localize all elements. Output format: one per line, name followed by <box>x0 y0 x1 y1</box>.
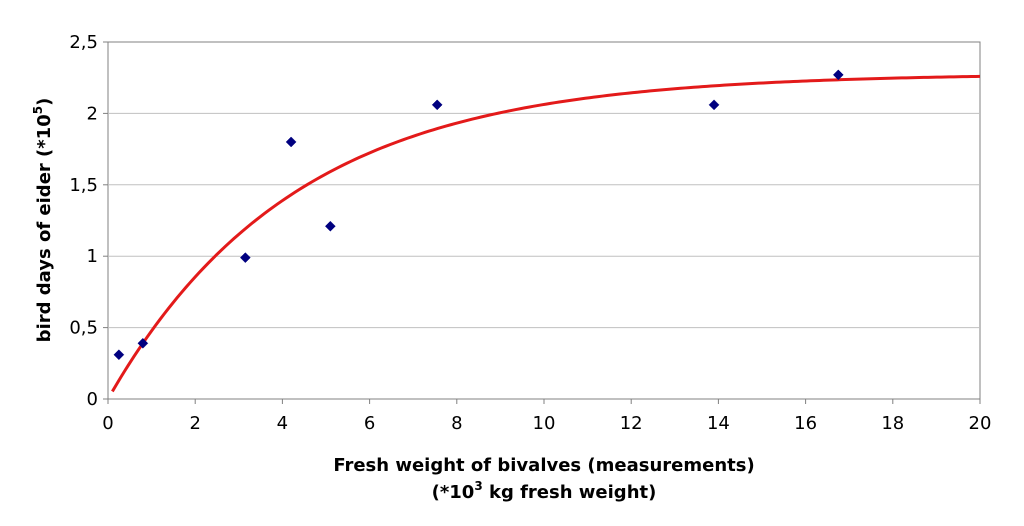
x-tick-label-1: 2 <box>189 413 200 434</box>
x-tick-label-4: 8 <box>451 413 462 434</box>
y-tick-label-0: 0 <box>87 389 98 410</box>
data-point-2 <box>239 252 251 263</box>
data-point-4 <box>325 220 336 232</box>
y-axis-ticks: 0 0,5 1 1,5 2 2,5 <box>69 32 108 410</box>
x-tick-label-3: 6 <box>364 413 375 434</box>
x-axis-title-line2-suffix: kg fresh weight) <box>483 482 657 503</box>
data-point-5 <box>431 99 443 111</box>
x-tick-label-7: 14 <box>707 413 730 434</box>
fitted-curve <box>111 74 981 393</box>
scatter-points <box>113 69 844 361</box>
data-point-7 <box>832 69 844 81</box>
data-point-6 <box>708 99 720 111</box>
y-axis-title: bird days of eider (*105) <box>31 98 55 343</box>
plot-area <box>107 41 981 400</box>
x-axis-title-line2-prefix: (*10 <box>432 482 475 503</box>
y-tick-label-1: 0,5 <box>69 318 98 339</box>
x-tick-label-10: 20 <box>969 413 992 434</box>
y-axis-title-suffix: ) <box>34 98 55 106</box>
y-axis-title-sup: 5 <box>31 106 45 114</box>
y-tick-label-3: 1,5 <box>69 175 98 196</box>
x-axis-title: Fresh weight of bivalves (measurements) <box>333 455 754 476</box>
x-tick-label-6: 12 <box>620 413 643 434</box>
x-axis-ticks: 0 2 4 6 8 10 12 14 16 18 20 <box>102 399 991 434</box>
fit-line-1 <box>111 74 981 393</box>
y-tick-label-5: 2,5 <box>69 32 98 53</box>
y-axis-title-prefix: bird days of eider (*10 <box>34 114 55 342</box>
x-tick-label-5: 10 <box>533 413 556 434</box>
x-tick-label-9: 18 <box>881 413 904 434</box>
grid-lines <box>108 112 980 329</box>
data-point-1 <box>137 337 149 349</box>
x-axis-title-line2: (*103 kg fresh weight) <box>432 479 657 503</box>
data-point-0 <box>113 349 125 361</box>
data-point-3 <box>285 136 297 148</box>
x-axis-title-line2-sup: 3 <box>474 479 482 493</box>
x-tick-label-8: 16 <box>794 413 817 434</box>
x-tick-label-0: 0 <box>102 413 113 434</box>
y-tick-label-4: 2 <box>87 103 98 124</box>
x-tick-label-2: 4 <box>277 413 288 434</box>
y-tick-label-2: 1 <box>87 246 98 267</box>
